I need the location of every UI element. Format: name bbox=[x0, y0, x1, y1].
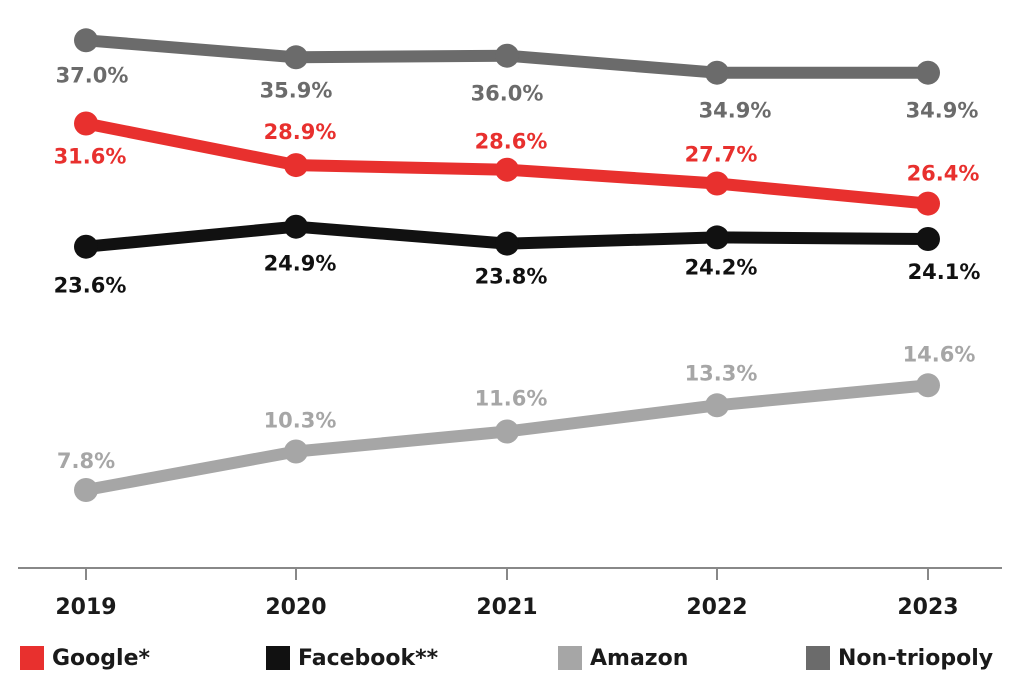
legend-item-amazon: Amazon bbox=[558, 640, 688, 676]
data-point-facebook-2022 bbox=[705, 225, 729, 250]
data-label-amazon-2021: 11.6% bbox=[475, 387, 548, 411]
legend-label-amazon: Amazon bbox=[590, 645, 689, 671]
data-label-non-triopoly-2019: 37.0% bbox=[56, 63, 129, 87]
data-label-non-triopoly-2022: 34.9% bbox=[699, 99, 772, 123]
data-point-google-2019 bbox=[74, 111, 98, 136]
data-label-google-2020: 28.9% bbox=[264, 120, 337, 144]
x-tick-label-2021: 2021 bbox=[476, 595, 537, 620]
data-label-amazon-2022: 13.3% bbox=[685, 361, 758, 385]
legend-item-google: Google* bbox=[20, 640, 150, 676]
data-label-google-2023: 26.4% bbox=[907, 162, 980, 186]
data-point-google-2022 bbox=[705, 171, 729, 196]
legend-item-facebook: Facebook** bbox=[266, 640, 438, 676]
data-point-non-triopoly-2022 bbox=[705, 60, 729, 85]
x-tick-label-2022: 2022 bbox=[686, 595, 747, 620]
legend-swatch-amazon bbox=[558, 646, 582, 670]
data-point-amazon-2019 bbox=[74, 478, 98, 502]
data-point-facebook-2020 bbox=[284, 214, 308, 239]
data-point-amazon-2021 bbox=[495, 419, 519, 444]
legend: Google* Facebook** Amazon Non-triopoly bbox=[0, 640, 1024, 680]
x-tick-label-2020: 2020 bbox=[265, 595, 326, 620]
data-point-amazon-2022 bbox=[705, 393, 729, 418]
data-point-google-2020 bbox=[284, 153, 308, 178]
legend-label-google: Google* bbox=[52, 645, 151, 671]
x-axis-ticks: 2019 2020 2021 2022 2023 bbox=[55, 568, 959, 620]
legend-swatch-facebook bbox=[266, 646, 290, 670]
series-layer: 37.0% 35.9% 36.0% 34.9% 34.9% 31.6% 28.9% 28.6%… bbox=[54, 28, 981, 502]
data-point-facebook-2019 bbox=[74, 234, 98, 259]
series-non-triopoly: 37.0% 35.9% 36.0% 34.9% 34.9% bbox=[56, 28, 979, 123]
data-point-facebook-2023 bbox=[916, 227, 940, 251]
data-label-non-triopoly-2023: 34.9% bbox=[906, 99, 979, 123]
data-label-facebook-2021: 23.8% bbox=[475, 265, 548, 289]
data-label-facebook-2020: 24.9% bbox=[264, 252, 337, 276]
legend-swatch-google bbox=[20, 646, 44, 670]
line-chart: 2019 2020 2021 2022 2023 37.0% 35.9% 36.0% 34.9… bbox=[18, 28, 1002, 620]
series-amazon: 7.8% 10.3% 11.6% 13.3% 14.6% bbox=[57, 342, 976, 502]
data-point-google-2023 bbox=[916, 191, 940, 216]
legend-item-non-triopoly: Non-triopoly bbox=[806, 640, 993, 676]
legend-swatch-non-triopoly bbox=[806, 646, 830, 670]
data-label-google-2021: 28.6% bbox=[475, 130, 548, 154]
data-label-facebook-2022: 24.2% bbox=[685, 255, 758, 279]
data-point-non-triopoly-2021 bbox=[495, 43, 519, 68]
legend-label-non-triopoly: Non-triopoly bbox=[838, 645, 994, 671]
series-facebook: 23.6% 24.9% 23.8% 24.2% 24.1% bbox=[54, 214, 981, 298]
data-point-non-triopoly-2020 bbox=[284, 45, 308, 70]
data-label-google-2019: 31.6% bbox=[54, 145, 127, 169]
data-label-amazon-2023: 14.6% bbox=[903, 342, 976, 366]
data-label-facebook-2023: 24.1% bbox=[908, 260, 981, 284]
data-point-google-2021 bbox=[495, 157, 519, 182]
data-label-google-2022: 27.7% bbox=[685, 143, 758, 167]
series-google: 31.6% 28.9% 28.6% 27.7% 26.4% bbox=[54, 111, 980, 216]
data-point-facebook-2021 bbox=[495, 231, 519, 256]
x-tick-label-2019: 2019 bbox=[55, 595, 116, 620]
data-point-non-triopoly-2019 bbox=[74, 28, 98, 53]
data-point-non-triopoly-2023 bbox=[916, 60, 940, 85]
data-label-non-triopoly-2020: 35.9% bbox=[260, 78, 333, 102]
legend-label-facebook: Facebook** bbox=[298, 645, 439, 671]
data-point-amazon-2023 bbox=[916, 373, 940, 398]
data-label-amazon-2019: 7.8% bbox=[57, 449, 115, 473]
data-label-facebook-2019: 23.6% bbox=[54, 274, 127, 298]
x-tick-label-2023: 2023 bbox=[897, 595, 958, 620]
data-label-non-triopoly-2021: 36.0% bbox=[471, 82, 544, 106]
data-label-amazon-2020: 10.3% bbox=[264, 409, 337, 433]
data-point-amazon-2020 bbox=[284, 439, 308, 464]
